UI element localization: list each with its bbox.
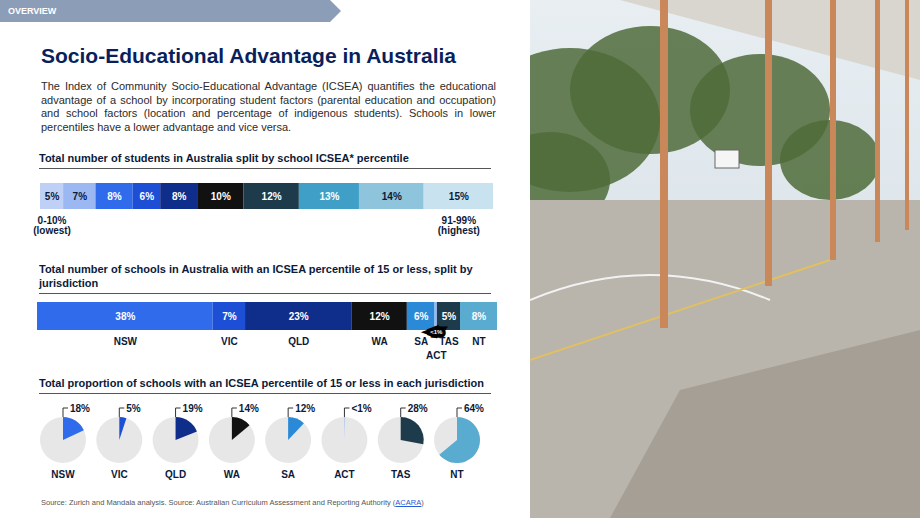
svg-text:38%: 38%: [115, 311, 135, 322]
html-text:Socio-Educational Advantage in: Socio-Educational Advantage in Australia: [41, 44, 456, 67]
svg-text:23%: 23%: [289, 311, 309, 322]
svg-text:WA: WA: [372, 336, 388, 347]
svg-text:12%: 12%: [262, 191, 282, 202]
svg-text:10%: 10%: [211, 191, 231, 202]
svg-text:14%: 14%: [239, 403, 259, 414]
svg-text:TAS: TAS: [391, 469, 411, 480]
svg-text:5%: 5%: [126, 403, 141, 414]
svg-text:NSW: NSW: [114, 336, 138, 347]
svg-text:<1%: <1%: [430, 329, 443, 335]
svg-text:VIC: VIC: [221, 336, 238, 347]
svg-text:SA: SA: [281, 469, 295, 480]
svg-text:6%: 6%: [140, 191, 155, 202]
svg-text:12%: 12%: [370, 311, 390, 322]
html-text:Source: Zurich and Mandala ana: Source: Zurich and Mandala analysis. Sou…: [41, 498, 424, 507]
svg-text:7%: 7%: [73, 191, 88, 202]
html-text:Total number of schools in Aus: Total number of schools in Australia wit…: [39, 263, 473, 289]
svg-text:6%: 6%: [414, 311, 429, 322]
svg-text:<1%: <1%: [351, 403, 371, 414]
svg-text:0-10%(lowest): 0-10%(lowest): [33, 215, 71, 236]
svg-text:7%: 7%: [222, 311, 237, 322]
svg-text:15%: 15%: [449, 191, 469, 202]
svg-text:8%: 8%: [472, 311, 487, 322]
svg-text:NSW: NSW: [51, 469, 75, 480]
svg-text:ACT: ACT: [426, 350, 447, 361]
svg-text:QLD: QLD: [165, 469, 186, 480]
html-text:Total proportion of schools wi: Total proportion of schools with an ICSE…: [39, 377, 484, 389]
svg-text:TAS: TAS: [439, 336, 459, 347]
svg-text:12%: 12%: [295, 403, 315, 414]
svg-text:13%: 13%: [319, 191, 339, 202]
svg-text:91-99%(highest): 91-99%(highest): [438, 215, 480, 236]
svg-text:8%: 8%: [107, 191, 122, 202]
svg-text:SA: SA: [414, 336, 428, 347]
svg-text:14%: 14%: [382, 191, 402, 202]
svg-text:QLD: QLD: [288, 336, 309, 347]
svg-text:WA: WA: [224, 469, 240, 480]
svg-text:5%: 5%: [442, 311, 457, 322]
svg-text:18%: 18%: [70, 403, 90, 414]
svg-text:64%: 64%: [464, 403, 484, 414]
svg-text:ACT: ACT: [334, 469, 355, 480]
svg-text:VIC: VIC: [111, 469, 128, 480]
html-text:The Index of Community Socio-E: The Index of Community Socio-Educational…: [41, 80, 496, 133]
svg-text:8%: 8%: [172, 191, 187, 202]
svg-text:OVERVIEW: OVERVIEW: [8, 6, 57, 16]
svg-text:28%: 28%: [408, 403, 428, 414]
svg-text:NT: NT: [450, 469, 463, 480]
svg-text:19%: 19%: [183, 403, 203, 414]
html-text:Total number of students in Au: Total number of students in Australia sp…: [39, 152, 409, 164]
svg-text:5%: 5%: [45, 191, 60, 202]
svg-text:NT: NT: [472, 336, 485, 347]
